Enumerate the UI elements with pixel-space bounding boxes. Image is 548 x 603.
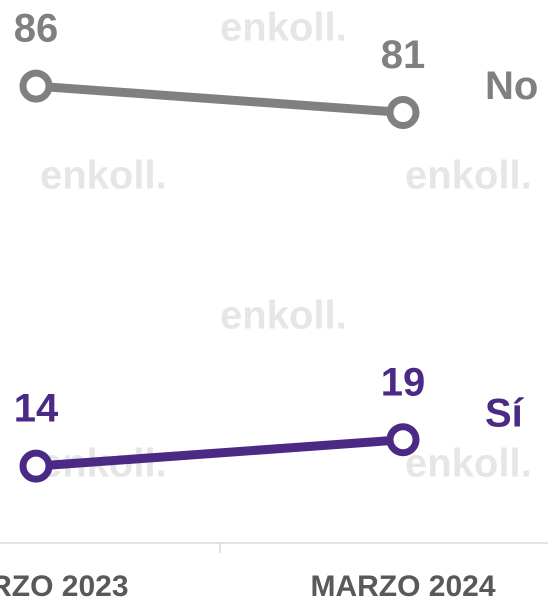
data-label: 86 (14, 7, 59, 51)
point (19, 69, 53, 103)
point (19, 449, 53, 483)
point (386, 423, 420, 457)
watermarks: enkoll. enkoll. enkoll. enkoll. enkoll. … (40, 6, 532, 486)
series-line (35, 435, 404, 471)
x-tick-label: MARZO 2024 (310, 570, 495, 603)
point (386, 95, 420, 129)
data-label: 14 (14, 387, 59, 431)
x-tick-label: MARZO 2023 (0, 570, 129, 603)
data-label: 81 (381, 33, 426, 77)
watermark: enkoll. (405, 154, 532, 198)
data-label: 19 (381, 360, 426, 404)
watermark: enkoll. (220, 294, 347, 338)
series-line (35, 81, 404, 117)
legend-label: No (485, 64, 538, 108)
legend-label: Sí (485, 391, 525, 435)
watermark: enkoll. (220, 6, 347, 50)
watermark: enkoll. (40, 154, 167, 198)
watermark: enkoll. (405, 442, 532, 486)
